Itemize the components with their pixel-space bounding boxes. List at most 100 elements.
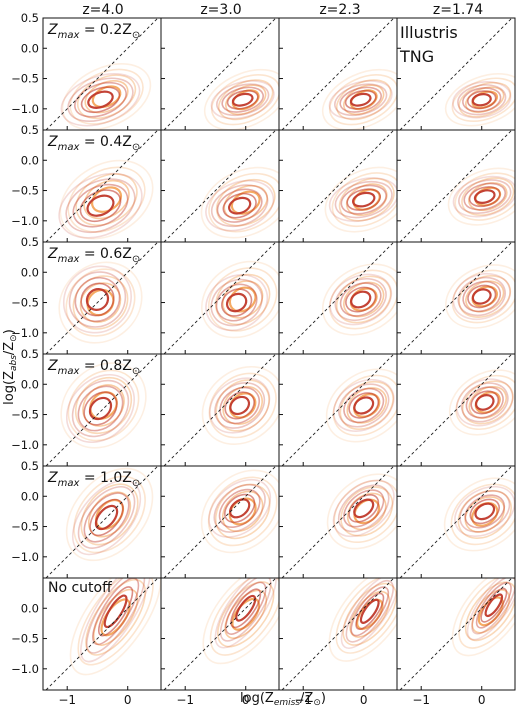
illustris-contour-level-2 bbox=[345, 183, 388, 216]
tng-contour-level-1 bbox=[225, 292, 248, 313]
tng-contour-level-3 bbox=[92, 578, 140, 646]
tng-contour-level-4 bbox=[457, 84, 507, 116]
tng-contour-level-3 bbox=[72, 183, 129, 228]
x-axis-label-pre: log(Z bbox=[240, 691, 274, 706]
x-axis-label-sub: emiss bbox=[274, 698, 300, 708]
one-to-one-line bbox=[399, 242, 513, 354]
one-to-one-line bbox=[163, 130, 277, 242]
tng-contour-level-5 bbox=[205, 274, 269, 332]
tng-contour-level-1 bbox=[103, 594, 128, 629]
panel-r2-c3 bbox=[278, 129, 398, 243]
illustris-contour-level-4 bbox=[207, 476, 278, 547]
tng-contour-level-3 bbox=[462, 87, 502, 113]
x-axis-label-sun: ⊙ bbox=[313, 698, 321, 708]
svg-text:Zmax = 0.6Z⊙: Zmax = 0.6Z⊙ bbox=[47, 246, 140, 265]
illustris-contour-level-4 bbox=[458, 578, 515, 649]
illustris-contour-level-4 bbox=[454, 172, 515, 221]
illustris-contour-level-2 bbox=[465, 86, 505, 114]
illustris-contour-level-4 bbox=[335, 578, 397, 654]
panel-r2-c1: 0.5 0.0 −0.5 −1.0 bbox=[11, 123, 162, 243]
one-to-one-line bbox=[45, 466, 159, 578]
tng-contour-level-3 bbox=[215, 283, 258, 322]
tng-contour-level-4 bbox=[213, 483, 266, 533]
illustris-contour-level-2 bbox=[221, 490, 264, 533]
illustris-contour-level-4 bbox=[328, 269, 397, 330]
illustris-contour-level-5 bbox=[61, 63, 152, 130]
one-to-one-line bbox=[281, 130, 395, 242]
tng-contour-level-2 bbox=[355, 592, 385, 630]
x-tick-label: −1 bbox=[58, 693, 76, 707]
row-label-3-z: Z bbox=[47, 246, 58, 262]
panel-r1-c3 bbox=[278, 17, 398, 131]
y-axis-label-sun: ⊙ bbox=[9, 334, 19, 342]
tng-contour-level-3 bbox=[340, 184, 387, 215]
tng-contour-level-3 bbox=[464, 494, 506, 529]
row-label-6: No cutoff bbox=[48, 580, 112, 596]
panel-r6-c4: −1 0 bbox=[396, 577, 516, 707]
illustris-contour-level-5 bbox=[324, 166, 397, 233]
tng-contour-level-3 bbox=[77, 385, 124, 432]
illustris-contour-level-4 bbox=[332, 374, 397, 437]
y-axis-label-close: ) bbox=[2, 329, 17, 334]
panel-frame bbox=[396, 577, 516, 691]
tng-contour-level-4 bbox=[68, 271, 127, 328]
legend-illustris: Illustris bbox=[400, 23, 458, 42]
illustris-contour-level-4 bbox=[208, 172, 279, 233]
tng-contour-level-4 bbox=[338, 383, 390, 428]
illustris-contour-level-5 bbox=[201, 365, 279, 445]
illustris-contour-level-3 bbox=[339, 380, 394, 431]
column-title-z23: z=2.3 bbox=[319, 2, 360, 18]
panel-contours bbox=[45, 466, 159, 578]
illustris-contour-level-2 bbox=[349, 590, 391, 638]
illustris-contour-level-3 bbox=[461, 380, 514, 425]
tng-contour-level-3 bbox=[475, 581, 512, 629]
one-to-one-line bbox=[163, 354, 277, 466]
one-to-one-line bbox=[399, 578, 513, 690]
y-tick-label: 0.0 bbox=[21, 153, 39, 167]
illustris-contour-level-3 bbox=[336, 275, 392, 324]
x-tick-label: −1 bbox=[412, 693, 430, 707]
illustris-contour-level-5 bbox=[448, 369, 515, 436]
tng-contour-level-1 bbox=[85, 288, 110, 311]
tng-contour-level-3 bbox=[216, 188, 263, 223]
illustris-contour-level-3 bbox=[340, 486, 394, 537]
one-to-one-line bbox=[281, 354, 395, 466]
panel-r5-c1: 0.5 0.0 −0.5 −1.0 bbox=[11, 459, 162, 579]
tng-contour-level-2 bbox=[346, 188, 382, 211]
tng-contour-level-5 bbox=[80, 578, 152, 663]
one-to-one-line bbox=[45, 130, 159, 242]
illustris-contour-level-5 bbox=[203, 68, 279, 130]
illustris-contour-level-2 bbox=[223, 184, 268, 221]
tng-contour-level-2 bbox=[230, 588, 262, 629]
row-label-4-sub: max bbox=[58, 366, 80, 377]
tng-contour-level-5 bbox=[209, 377, 271, 434]
row-label-1-value: = 0.2Z bbox=[79, 22, 132, 38]
y-tick-label: −1.0 bbox=[11, 662, 39, 676]
panel-r4-c4 bbox=[396, 353, 516, 467]
panel-r4-c3 bbox=[278, 353, 398, 467]
row-label-2-sub: max bbox=[58, 142, 80, 153]
tng-contour-level-1 bbox=[87, 90, 114, 109]
tng-contour-level-1 bbox=[228, 196, 252, 215]
row-label-2: Zmax = 0.4Z⊙ bbox=[47, 134, 140, 153]
tng-contour-level-3 bbox=[462, 280, 502, 313]
tng-contour-level-3 bbox=[74, 81, 127, 118]
y-tick-label: −0.5 bbox=[11, 296, 39, 310]
tng-contour-level-1 bbox=[353, 498, 375, 519]
tng-contour-level-5 bbox=[65, 373, 135, 443]
panel-contours bbox=[281, 242, 397, 354]
tng-contour-level-4 bbox=[460, 382, 509, 423]
panel-r6-c1: −1 0 0.0 −0.5 −1.0 bbox=[11, 577, 162, 707]
tng-contour-level-3 bbox=[221, 86, 264, 113]
tng-contour-level-5 bbox=[452, 272, 511, 321]
panel-contours bbox=[163, 242, 279, 354]
tng-contour-level-1 bbox=[351, 191, 376, 208]
illustris-contour-level-4 bbox=[77, 578, 154, 666]
tng-contour-level-1 bbox=[350, 290, 372, 309]
row-label-2-value: = 0.4Z bbox=[79, 134, 132, 150]
y-tick-label: 0.0 bbox=[21, 601, 39, 615]
illustris-contour-level-5 bbox=[451, 578, 515, 657]
one-to-one-line bbox=[281, 466, 395, 578]
panel-contours bbox=[399, 242, 515, 354]
illustris-contour-level-2 bbox=[79, 282, 122, 323]
